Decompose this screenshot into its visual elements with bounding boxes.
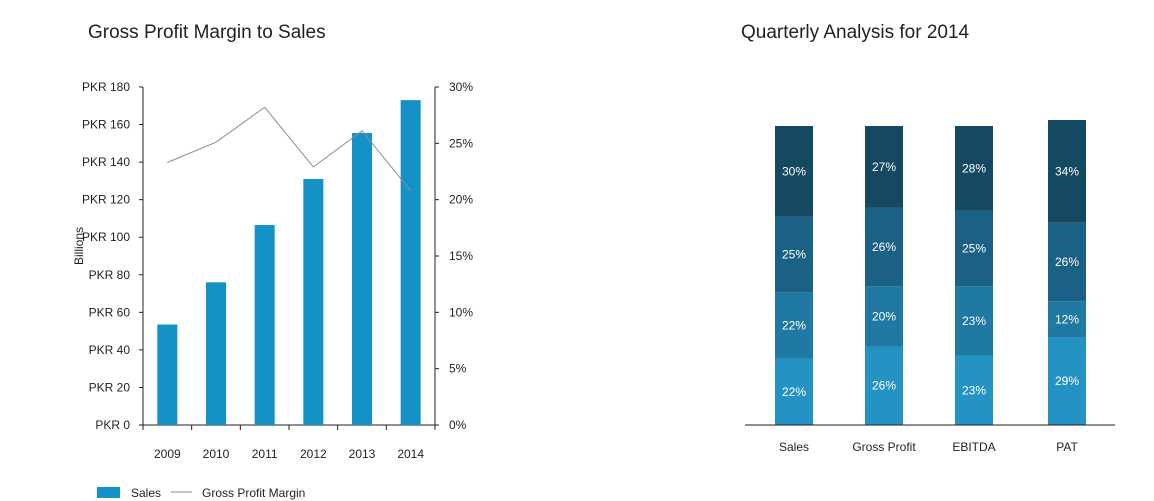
left-x-tick-label: 2014 [397, 447, 424, 461]
sales-bars [157, 100, 421, 426]
legend-label-sales: Sales [131, 486, 161, 500]
left-chart-legend: Sales Gross Profit Margin [97, 486, 305, 500]
sales-bar [254, 225, 275, 425]
legend-label-gross-profit-margin: Gross Profit Margin [202, 486, 305, 500]
legend-swatch-sales [97, 487, 120, 498]
stacked-segment [775, 126, 813, 217]
stacked-segment [1048, 222, 1086, 302]
segment-label: 34% [1055, 164, 1079, 178]
segment-label: 25% [782, 247, 806, 261]
right-chart-title: Quarterly Analysis for 2014 [741, 22, 970, 43]
left-x-tick-label: 2009 [154, 447, 181, 461]
left-y-tick-label: PKR 0 [95, 418, 130, 432]
stacked-segment [955, 126, 993, 211]
left-chart-title: Gross Profit Margin to Sales [88, 22, 326, 43]
stacked-segment [775, 216, 813, 293]
stacked-segment [955, 286, 993, 356]
left-y-tick-label: PKR 180 [82, 80, 130, 94]
right-chart-axes: Sales Gross Profit EBITDA PAT [745, 424, 1115, 454]
left-y-tick-label: PKR 140 [82, 155, 130, 169]
left-x-tick-label: 2013 [349, 447, 376, 461]
left-x-tick-label: 2010 [203, 447, 230, 461]
left-y-tick-label: PKR 120 [82, 193, 130, 207]
stacked-segment [775, 292, 813, 359]
gross-profit-margin-line-path [167, 106, 412, 191]
sales-bar [352, 133, 372, 425]
gross-profit-margin-line [167, 106, 412, 191]
segment-label: 22% [782, 385, 806, 399]
left-y-tick-label: PKR 40 [89, 343, 131, 357]
left-y-tick-label: PKR 80 [89, 268, 131, 282]
segment-label: 30% [782, 164, 806, 178]
stacked-bars: 22% 22% 25% 30% 26% 20% 26% 27% 23% 23% 25% 28% 29% 1… [775, 119, 1086, 425]
right-y-tick-label: 10% [449, 305, 473, 319]
segment-label: 23% [962, 314, 986, 328]
segment-label: 26% [872, 240, 896, 254]
right-y-tick-label: 0% [449, 418, 467, 432]
sales-bar [157, 324, 178, 425]
sales-bar [400, 100, 421, 426]
right-y-tick-label: 15% [449, 249, 473, 263]
left-y-tick-label: PKR 60 [89, 305, 131, 319]
stacked-segment [1048, 337, 1086, 425]
right-x-tick-label: EBITDA [952, 440, 995, 454]
sales-bar [206, 282, 226, 425]
right-x-tick-label: Sales [779, 440, 809, 454]
segment-label: 12% [1055, 312, 1079, 326]
right-y-tick-label: 20% [449, 193, 473, 207]
stacked-segment [775, 358, 813, 425]
left-y-tick-label: PKR 160 [82, 118, 130, 132]
sales-bar [303, 179, 324, 425]
stacked-segment [865, 346, 903, 425]
left-y-tick-label: PKR 100 [82, 230, 130, 244]
segment-label: 26% [872, 379, 896, 393]
stacked-segment [1048, 301, 1086, 338]
stacked-segment [865, 207, 903, 287]
right-y-tick-label: 5% [449, 362, 467, 376]
stacked-segment [865, 286, 903, 347]
stacked-segment [1048, 119, 1086, 223]
right-x-tick-label: PAT [1056, 440, 1078, 454]
left-chart-axes: PKR 0 PKR 20 PKR 40 PKR 60 PKR 80 PKR 100 PKR … [82, 80, 473, 461]
right-x-tick-label: Gross Profit [852, 440, 916, 454]
left-y-axis-title: Billions [72, 227, 86, 265]
quarterly-analysis-chart: Quarterly Analysis for 2014 22% 22% 25% 30%… [741, 22, 1115, 454]
segment-label: 27% [872, 160, 896, 174]
stacked-segment [865, 126, 903, 208]
segment-label: 25% [962, 241, 986, 255]
left-x-tick-label: 2012 [300, 447, 327, 461]
segment-label: 20% [872, 309, 896, 323]
right-y-tick-label: 30% [449, 80, 473, 94]
stacked-segment [955, 355, 993, 425]
gross-profit-margin-chart: Gross Profit Margin to Sales Billions PK… [72, 22, 473, 500]
right-y-tick-label: 25% [449, 136, 473, 150]
segment-label: 26% [1055, 255, 1079, 269]
segment-label: 23% [962, 383, 986, 397]
left-x-tick-label: 2011 [252, 447, 278, 461]
segment-label: 22% [782, 318, 806, 332]
segment-label: 28% [962, 161, 986, 175]
segment-label: 29% [1055, 374, 1079, 388]
left-y-tick-label: PKR 20 [89, 380, 131, 394]
stacked-segment [955, 210, 993, 287]
